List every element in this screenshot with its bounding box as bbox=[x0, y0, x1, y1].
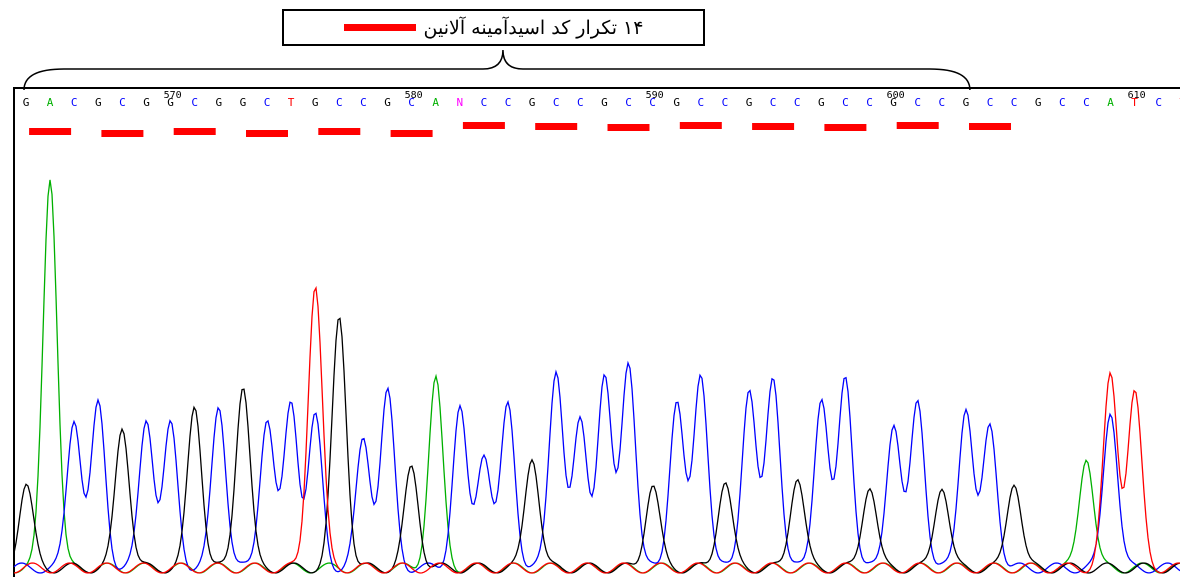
base-call: G bbox=[143, 96, 150, 109]
base-call: C bbox=[264, 96, 271, 109]
base-call: G bbox=[215, 96, 222, 109]
repeat-mark bbox=[390, 130, 433, 137]
base-call: G bbox=[818, 96, 825, 109]
repeat-mark bbox=[535, 123, 578, 130]
base-call: G bbox=[601, 96, 608, 109]
repeat-mark bbox=[173, 128, 216, 135]
base-call: C bbox=[360, 96, 367, 109]
repeat-mark bbox=[824, 124, 867, 131]
repeat-mark bbox=[29, 128, 72, 135]
base-call: C bbox=[722, 96, 729, 109]
repeat-mark bbox=[607, 124, 650, 131]
plot-frame bbox=[13, 87, 1180, 577]
position-tick-label: 590 bbox=[646, 90, 664, 101]
repeat-mark bbox=[318, 128, 361, 135]
trace-G bbox=[13, 317, 1180, 574]
base-call: C bbox=[649, 96, 656, 109]
repeat-mark bbox=[462, 122, 505, 129]
trace-C bbox=[13, 360, 1180, 574]
base-call: A bbox=[432, 96, 439, 109]
base-call: C bbox=[408, 96, 415, 109]
legend-label: ۱۴ تکرار کد اسیدآمینه آلانین bbox=[423, 16, 644, 39]
base-call: T bbox=[1131, 96, 1138, 109]
base-call: C bbox=[1011, 96, 1018, 109]
trace-T bbox=[13, 285, 1180, 574]
base-call: C bbox=[794, 96, 801, 109]
base-call: G bbox=[312, 96, 319, 109]
base-call: C bbox=[119, 96, 126, 109]
base-call: C bbox=[938, 96, 945, 109]
repeat-mark bbox=[752, 123, 795, 130]
repeat-mark bbox=[896, 122, 939, 129]
base-call: C bbox=[71, 96, 78, 109]
base-call: G bbox=[23, 96, 30, 109]
base-call: C bbox=[505, 96, 512, 109]
base-call: C bbox=[770, 96, 777, 109]
base-call: C bbox=[336, 96, 343, 109]
position-tick-label: 600 bbox=[887, 90, 905, 101]
base-call: C bbox=[1059, 96, 1066, 109]
base-call: G bbox=[673, 96, 680, 109]
position-tick-label: 570 bbox=[164, 90, 182, 101]
base-call: G bbox=[890, 96, 897, 109]
base-call: A bbox=[47, 96, 54, 109]
base-call: C bbox=[697, 96, 704, 109]
base-call: C bbox=[577, 96, 584, 109]
base-call: G bbox=[240, 96, 247, 109]
base-call: G bbox=[384, 96, 391, 109]
base-call: C bbox=[553, 96, 560, 109]
base-call: C bbox=[1155, 96, 1162, 109]
base-call: C bbox=[842, 96, 849, 109]
position-tick-label: 580 bbox=[405, 90, 423, 101]
base-call: C bbox=[191, 96, 198, 109]
base-call: A bbox=[1107, 96, 1114, 109]
repeat-mark bbox=[246, 130, 288, 137]
repeat-bracket bbox=[23, 49, 971, 91]
base-call: T bbox=[288, 96, 295, 109]
legend-box: ۱۴ تکرار کد اسیدآمینه آلانین bbox=[282, 9, 705, 46]
base-call: C bbox=[914, 96, 921, 109]
base-call: G bbox=[167, 96, 174, 109]
base-call: G bbox=[1035, 96, 1042, 109]
base-call: C bbox=[1083, 96, 1090, 109]
base-call: C bbox=[481, 96, 488, 109]
trace-A bbox=[14, 179, 1180, 574]
repeat-mark bbox=[101, 130, 144, 137]
repeat-mark bbox=[679, 122, 722, 129]
base-call: C bbox=[866, 96, 873, 109]
base-call: G bbox=[95, 96, 102, 109]
base-call: C bbox=[625, 96, 632, 109]
base-call: G bbox=[963, 96, 970, 109]
base-call: G bbox=[746, 96, 753, 109]
legend-swatch bbox=[343, 24, 416, 31]
base-call: N bbox=[456, 96, 463, 109]
base-call: C bbox=[987, 96, 994, 109]
position-tick-label: 610 bbox=[1128, 90, 1146, 101]
base-call: G bbox=[529, 96, 536, 109]
repeat-mark bbox=[969, 123, 1011, 130]
